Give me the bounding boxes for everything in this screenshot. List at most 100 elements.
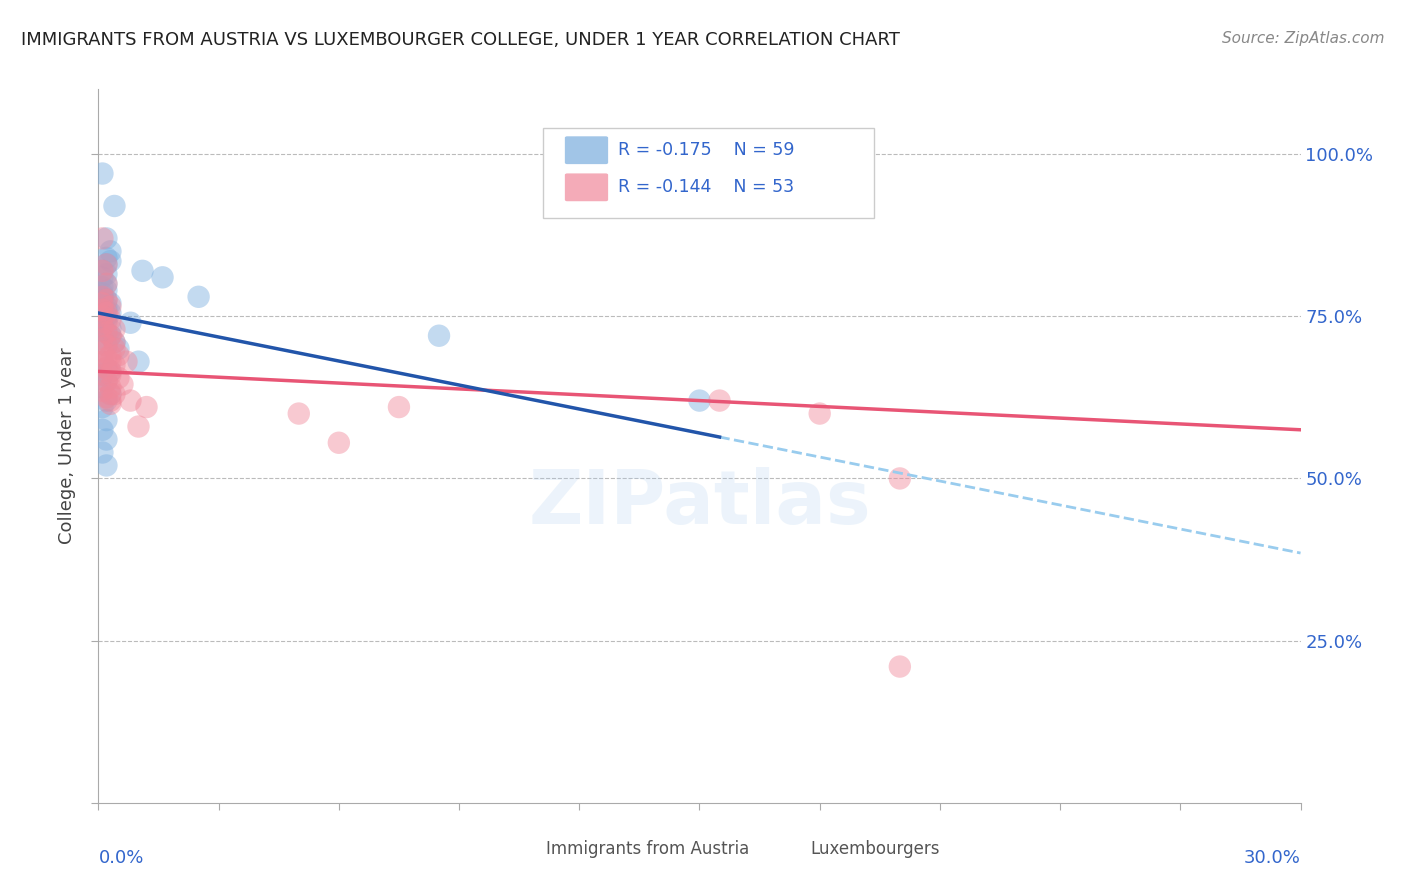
Point [100,397,122,411]
FancyBboxPatch shape [565,136,609,164]
Point [91,332,114,346]
Point [96,304,118,318]
Text: IMMIGRANTS FROM AUSTRIA VS LUXEMBOURGER COLLEGE, UNDER 1 YEAR CORRELATION CHART: IMMIGRANTS FROM AUSTRIA VS LUXEMBOURGER … [21,31,900,49]
FancyBboxPatch shape [543,128,873,218]
Point [100,364,122,378]
Point [91,381,114,395]
Point [103,358,125,372]
Point [96,316,118,330]
Point [100,296,122,310]
Point [96,433,118,447]
Point [96,306,118,320]
Point [100,348,122,362]
Point [91,290,114,304]
Point [91,345,114,359]
Point [91,316,114,330]
Point [288,407,311,421]
Point [91,400,114,414]
Point [96,312,118,326]
Point [96,293,118,307]
Text: 0.0%: 0.0% [98,849,143,867]
Point [96,277,118,291]
Point [103,387,125,401]
Text: Immigrants from Austria: Immigrants from Austria [546,840,749,858]
Point [96,283,118,297]
Point [96,300,118,314]
Point [103,322,125,336]
Point [111,377,134,392]
Point [96,267,118,281]
Y-axis label: College, Under 1 year: College, Under 1 year [58,348,76,544]
Point [96,251,118,265]
Text: Luxembourgers: Luxembourgers [810,840,939,858]
Point [91,297,114,311]
Point [107,342,129,356]
Point [388,400,411,414]
Point [100,387,122,401]
Point [96,351,118,366]
Point [100,328,122,343]
Text: ZIPatlas: ZIPatlas [529,467,870,540]
Text: R = -0.144    N = 53: R = -0.144 N = 53 [617,178,794,196]
Point [91,423,114,437]
Point [91,354,114,368]
Point [91,332,114,346]
Point [100,312,122,326]
Point [91,302,114,317]
Point [91,167,114,181]
Point [100,322,122,336]
Point [103,199,125,213]
Point [96,338,118,352]
Point [91,264,114,278]
Point [91,368,114,382]
Point [91,290,114,304]
Text: Source: ZipAtlas.com: Source: ZipAtlas.com [1222,31,1385,46]
Point [96,413,118,427]
Point [96,326,118,340]
Point [91,270,114,285]
Point [889,659,911,673]
Point [135,400,157,414]
Point [91,264,114,278]
FancyBboxPatch shape [565,173,609,202]
Point [91,296,114,310]
Point [91,231,114,245]
Point [96,326,118,340]
Point [689,393,711,408]
Point [100,328,122,343]
Point [187,290,209,304]
Point [96,374,118,388]
FancyBboxPatch shape [499,837,537,862]
Point [96,257,118,271]
Point [889,471,911,485]
Point [100,254,122,268]
Point [100,300,122,314]
Point [96,390,118,404]
Point [91,354,114,368]
Point [96,361,118,376]
Point [100,306,122,320]
Point [91,384,114,398]
Point [100,244,122,259]
Point [120,316,142,330]
Point [91,280,114,294]
Point [96,277,118,291]
Point [128,354,150,368]
Point [96,338,118,352]
Point [100,381,122,395]
Point [103,335,125,350]
Point [103,335,125,350]
Point [427,328,450,343]
Point [103,342,125,356]
Point [91,318,114,333]
Point [100,354,122,368]
Point [107,371,129,385]
Point [91,310,114,325]
Point [91,368,114,382]
Point [96,361,118,376]
Point [152,270,174,285]
Point [96,310,118,324]
Point [91,445,114,459]
Point [96,231,118,245]
Text: 30.0%: 30.0% [1244,849,1301,867]
